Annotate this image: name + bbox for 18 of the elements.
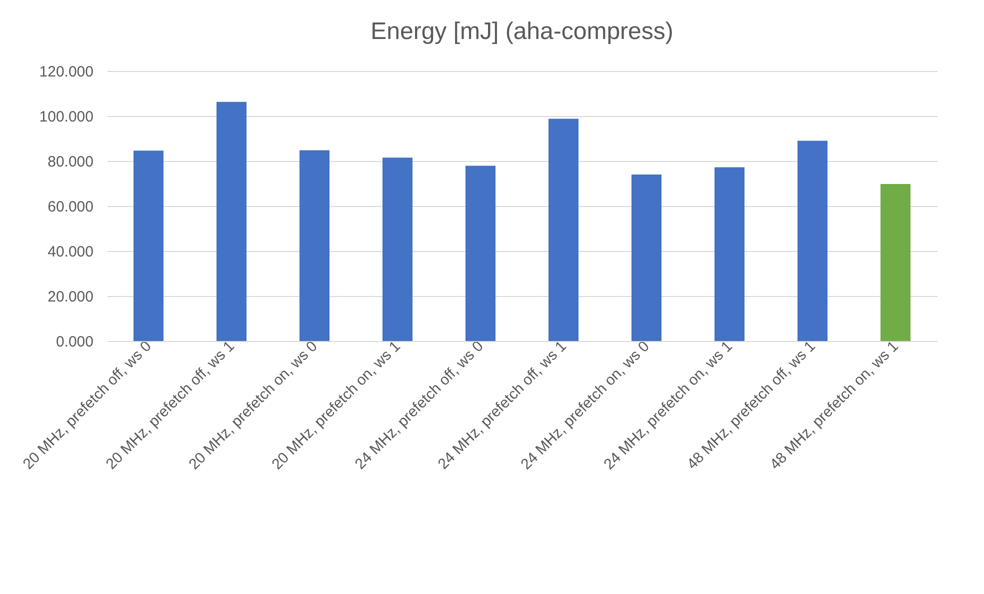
bar <box>880 184 910 341</box>
bar <box>714 167 744 341</box>
y-tick-label: 120.000 <box>39 64 94 80</box>
bar <box>300 150 330 341</box>
y-tick-label: 40.000 <box>48 244 94 260</box>
bar <box>632 174 662 341</box>
bar <box>382 158 412 341</box>
bar <box>216 102 246 341</box>
y-tick-label: 0.000 <box>56 334 94 350</box>
y-tick-label: 100.000 <box>39 108 94 126</box>
bar <box>548 118 578 341</box>
chart-title: Energy [mJ] (aha-compress) <box>370 18 674 45</box>
y-tick-label: 60.000 <box>48 198 94 216</box>
bar <box>798 140 828 341</box>
y-tick-label: 80.000 <box>48 154 94 170</box>
bar <box>466 166 496 341</box>
bar <box>134 150 164 341</box>
y-tick-label: 20.000 <box>48 288 94 306</box>
